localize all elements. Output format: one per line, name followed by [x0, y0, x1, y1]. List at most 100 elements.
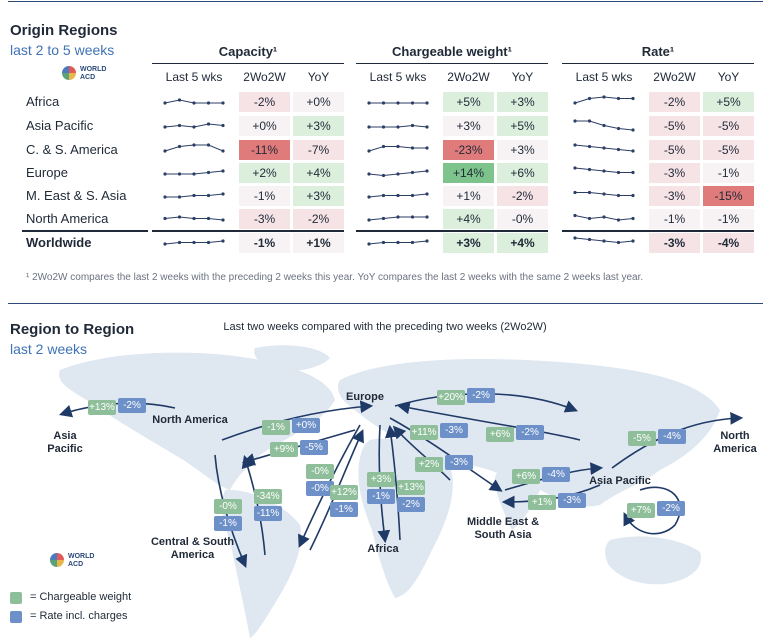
- worldwide-separator: [356, 230, 548, 232]
- region-europe: Europe: [346, 391, 384, 403]
- value-cell-capacity-yoy: -2%: [293, 209, 344, 229]
- sparkline-rate: [573, 213, 635, 222]
- sparkline-point: [587, 144, 592, 149]
- sparkline-point: [587, 237, 592, 242]
- sparkline-point: [163, 125, 167, 129]
- sparkline-point: [192, 240, 196, 245]
- group-title-weight: Chargeable weight¹: [392, 44, 512, 59]
- sparkline-point: [573, 213, 577, 218]
- sparkline-point: [410, 123, 415, 128]
- sparkline-point: [616, 193, 621, 198]
- sparkline-rate: [573, 166, 635, 175]
- value-cell-rate-yoy: -1%: [703, 163, 754, 183]
- sparkline-point: [221, 123, 225, 128]
- value-cell-capacity-yoy: +3%: [293, 116, 344, 136]
- region-central-south-america: Central & South America: [150, 536, 235, 561]
- sparkline-point: [616, 126, 621, 131]
- sparkline-point: [221, 149, 225, 153]
- flow-weight-badge: -5%: [628, 431, 656, 446]
- sparkline-point: [587, 167, 592, 172]
- sparkline-point: [425, 239, 429, 243]
- sparkline-point: [381, 125, 386, 129]
- arrow-csa-to-na: [241, 454, 266, 556]
- sparkline-point: [396, 172, 400, 176]
- value-cell-capacity-wow: -1%: [239, 233, 290, 253]
- flow-weight-badge: +3%: [367, 472, 395, 487]
- sparkline-point: [381, 216, 386, 221]
- sparkline-point: [410, 240, 415, 245]
- australia-shape: [605, 536, 701, 585]
- group-underline-weight: [356, 63, 548, 64]
- arrow-mesa-to-europe: [392, 425, 451, 481]
- row-label: North America: [26, 211, 109, 226]
- value-cell-capacity-yoy: +0%: [293, 92, 344, 112]
- sparkline-rate: [573, 236, 635, 245]
- sparkline-point: [573, 143, 577, 147]
- sparkline-point: [573, 101, 577, 105]
- flow-rate-badge: -4%: [658, 429, 686, 444]
- sparkline-point: [206, 122, 211, 126]
- sparkline-point: [206, 193, 211, 198]
- value-cell-weight-yoy: +5%: [497, 116, 548, 136]
- flow-weight-badge: +1%: [528, 495, 556, 510]
- sparkline-capacity: [163, 98, 225, 105]
- value-cell-capacity-yoy: +1%: [293, 233, 344, 253]
- sparkline-point: [177, 123, 182, 128]
- sparkline-point: [177, 215, 182, 219]
- sparkline-point: [602, 146, 606, 150]
- value-cell-rate-yoy: -15%: [703, 186, 754, 206]
- legend-label-weight: = Chargeable weight: [30, 591, 132, 603]
- sparkline-point: [587, 96, 592, 101]
- value-cell-capacity-wow: -11%: [239, 140, 290, 160]
- value-cell-capacity-yoy: +3%: [293, 186, 344, 206]
- value-cell-rate-wow: -5%: [649, 140, 700, 160]
- sparkline-point: [206, 240, 211, 245]
- flow-rate-badge: -1%: [330, 502, 358, 517]
- arrow-africa-to-europe: [384, 424, 401, 541]
- sparkline-point: [221, 101, 225, 105]
- sparkline-point: [410, 215, 415, 219]
- sparkline-point: [206, 216, 211, 221]
- value-cell-rate-yoy: -1%: [703, 209, 754, 229]
- flow-weight-badge: +7%: [627, 503, 655, 518]
- column-header: 2Wo2W: [243, 70, 286, 84]
- value-cell-rate-yoy: +5%: [703, 92, 754, 112]
- sparkline-point: [206, 101, 211, 105]
- flow-weight-badge: +20%: [437, 390, 465, 405]
- map-note: Last two weeks compared with the precedi…: [223, 321, 547, 333]
- sparkline-point: [381, 144, 386, 149]
- value-cell-weight-yoy: +3%: [497, 140, 548, 160]
- sparkline-point: [221, 218, 225, 222]
- sparkline-point: [631, 96, 635, 101]
- logo-swirl-icon: [62, 66, 76, 80]
- column-header: YoY: [511, 70, 534, 84]
- sparkline-point: [425, 125, 429, 129]
- sparkline-point: [425, 101, 429, 105]
- region-asia-pacific-right: Asia Pacific: [589, 475, 651, 487]
- india-shape: [494, 470, 540, 530]
- sparkline-point: [602, 123, 606, 128]
- sparkline-point: [396, 144, 400, 149]
- sparkline-rate: [573, 143, 635, 153]
- flow-rate-badge: -11%: [254, 506, 282, 521]
- middle-rule: [8, 303, 763, 304]
- sparkline-point: [587, 216, 592, 221]
- footnote: ¹ 2Wo2W compares the last 2 weeks with t…: [26, 272, 644, 283]
- sparkline-point: [425, 169, 429, 173]
- row-label: Africa: [26, 94, 60, 109]
- sparkline-capacity: [163, 239, 225, 246]
- sparkline-point: [163, 149, 167, 153]
- sparkline-point: [192, 101, 196, 105]
- sparkline-weight: [367, 123, 429, 129]
- legend-swatch-rate: [10, 611, 22, 623]
- flow-rate-badge: -0%: [306, 481, 334, 496]
- flow-weight-badge: -0%: [306, 464, 334, 479]
- sparkline-point: [616, 147, 621, 152]
- value-cell-rate-wow: -3%: [649, 163, 700, 183]
- value-cell-rate-wow: -3%: [649, 233, 700, 253]
- sparkline-point: [602, 169, 606, 173]
- sparkline-point: [573, 236, 577, 240]
- value-cell-weight-wow: +4%: [443, 209, 494, 229]
- region-asia-pacific-left: Asia Pacific: [47, 430, 83, 455]
- sparkline-point: [381, 193, 386, 198]
